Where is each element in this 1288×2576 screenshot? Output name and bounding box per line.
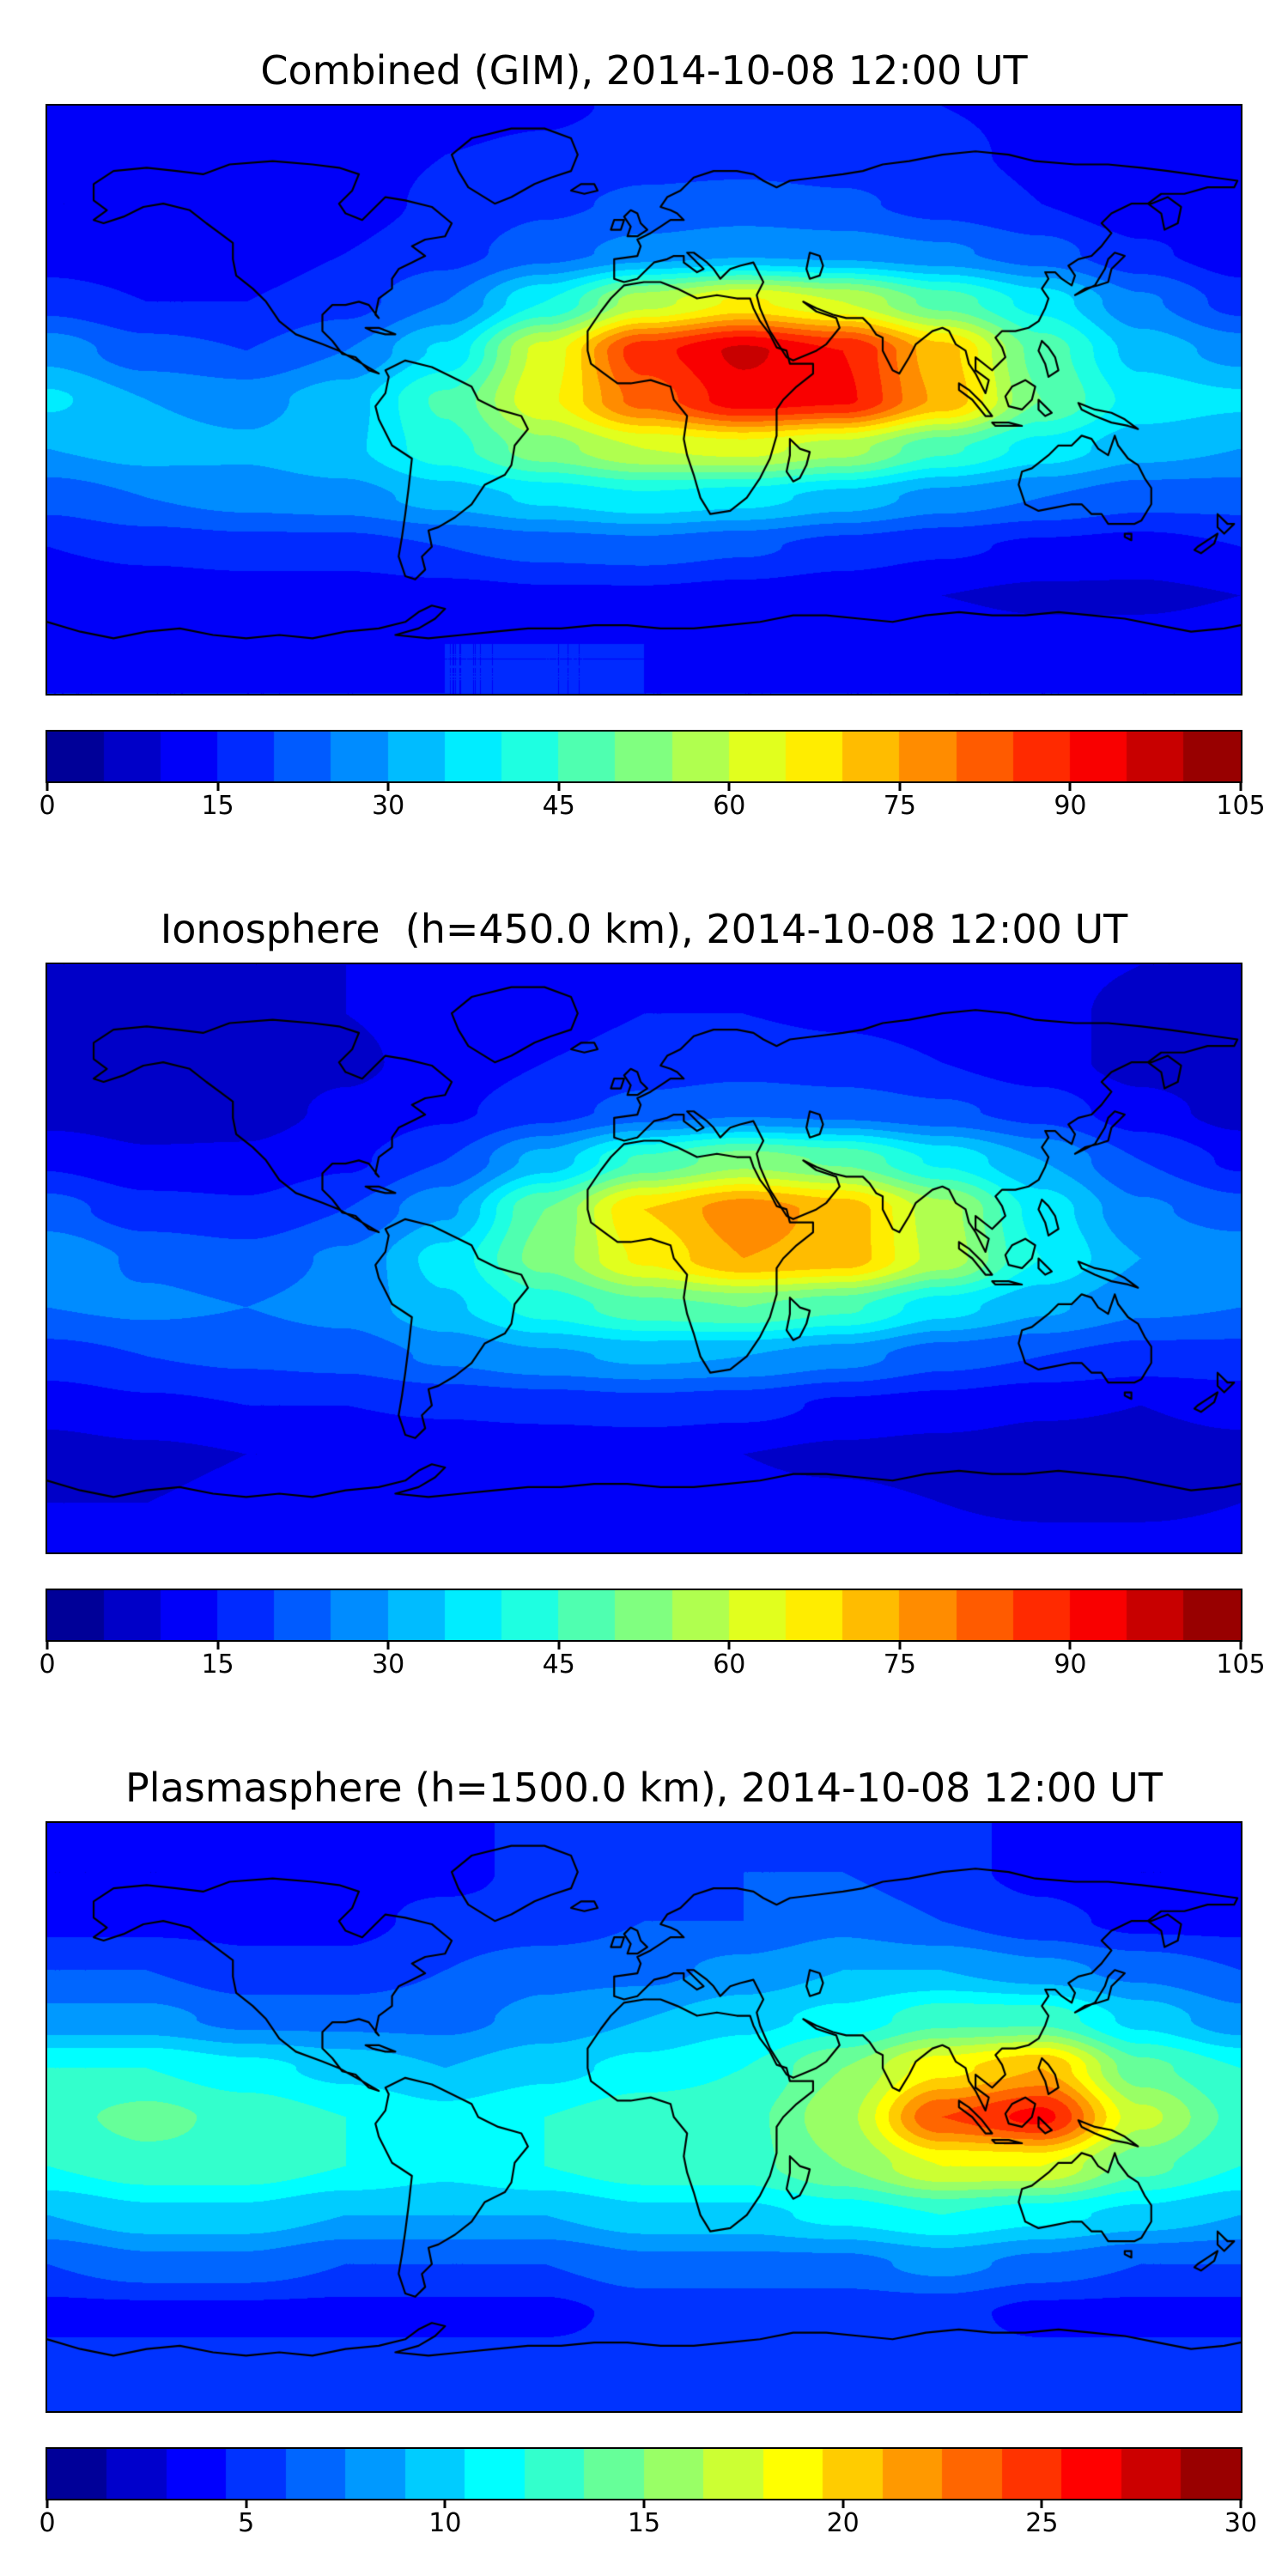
colorbar-ticks-plasmasphere: 0 5 10 15 20 25 30	[39, 2500, 1257, 2545]
colorbar-tick-label: 0	[39, 2508, 56, 2538]
colorbar-tick-mark	[46, 783, 49, 791]
colorbar-tick-mark	[386, 783, 390, 791]
map-plasmasphere	[46, 1821, 1242, 2413]
colorbar-tick-label: 75	[883, 791, 916, 821]
colorbar-tick-mark	[898, 783, 902, 791]
colorbar-tick-mark	[1239, 2500, 1242, 2508]
colorbar-tick-mark	[642, 2500, 646, 2508]
colorbar-tick-mark	[557, 1642, 561, 1649]
colorbar-tick-label: 5	[238, 2508, 255, 2538]
colorbar-tick-label: 30	[372, 791, 405, 821]
colorbar-tick-label: 30	[1224, 2508, 1258, 2538]
panel-combined-gim: Combined (GIM), 2014-10-08 12:00 UT 0 15 3…	[0, 0, 1288, 859]
colorbar-tick-mark	[443, 2500, 447, 2508]
map-canvas-plasmasphere	[47, 1823, 1241, 2411]
panel-title-plasmasphere: Plasmasphere (h=1500.0 km), 2014-10-08 1…	[125, 1765, 1163, 1811]
colorbar-tick-label: 45	[542, 791, 575, 821]
colorbar-tick-label: 15	[627, 2508, 661, 2538]
colorbar-tick-mark	[1068, 1642, 1072, 1649]
colorbar-tick-label: 20	[826, 2508, 860, 2538]
colorbar-tick-mark	[46, 2500, 49, 2508]
map-canvas-combined	[47, 106, 1241, 694]
colorbar-tick-mark	[1239, 1642, 1242, 1649]
colorbar-tick-mark	[727, 1642, 731, 1649]
map-combined	[46, 104, 1242, 696]
colorbar-canvas-ionosphere	[47, 1590, 1241, 1640]
panel-title-combined: Combined (GIM), 2014-10-08 12:00 UT	[260, 47, 1028, 94]
colorbar-tick-mark	[1068, 783, 1072, 791]
colorbar-tick-mark	[46, 1642, 49, 1649]
colorbar-tick-label: 25	[1025, 2508, 1059, 2538]
colorbar-combined	[46, 730, 1242, 783]
colorbar-ticks-combined: 0 15 30 45 60 75 90 105	[39, 783, 1266, 828]
colorbar-tick-label: 15	[201, 791, 234, 821]
panel-title-ionosphere: Ionosphere (h=450.0 km), 2014-10-08 12:0…	[160, 906, 1128, 952]
colorbar-tick-label: 90	[1054, 791, 1087, 821]
colorbar-tick-label: 45	[542, 1649, 575, 1680]
colorbar-tick-mark	[216, 1642, 220, 1649]
colorbar-tick-label: 0	[39, 1649, 56, 1680]
colorbar-tick-mark	[1040, 2500, 1043, 2508]
colorbar-tick-label: 60	[713, 791, 746, 821]
colorbar-canvas-combined	[47, 732, 1241, 781]
colorbar-tick-label: 90	[1054, 1649, 1087, 1680]
colorbar-tick-mark	[386, 1642, 390, 1649]
colorbar-ticks-ionosphere: 0 15 30 45 60 75 90 105	[39, 1642, 1266, 1686]
colorbar-ionosphere	[46, 1589, 1242, 1642]
colorbar-tick-mark	[245, 2500, 248, 2508]
colorbar-tick-label: 10	[428, 2508, 462, 2538]
colorbar-tick-label: 30	[372, 1649, 405, 1680]
colorbar-tick-mark	[841, 2500, 845, 2508]
panel-plasmasphere: Plasmasphere (h=1500.0 km), 2014-10-08 1…	[0, 1717, 1288, 2576]
colorbar-tick-mark	[1239, 783, 1242, 791]
colorbar-tick-label: 75	[883, 1649, 916, 1680]
colorbar-tick-mark	[216, 783, 220, 791]
colorbar-tick-label: 0	[39, 791, 56, 821]
map-ionosphere	[46, 963, 1242, 1554]
colorbar-tick-label: 105	[1216, 791, 1266, 821]
colorbar-tick-mark	[557, 783, 561, 791]
panel-ionosphere: Ionosphere (h=450.0 km), 2014-10-08 12:0…	[0, 859, 1288, 1717]
colorbar-tick-label: 105	[1216, 1649, 1266, 1680]
colorbar-tick-mark	[898, 1642, 902, 1649]
colorbar-canvas-plasmasphere	[47, 2449, 1241, 2499]
colorbar-plasmasphere	[46, 2447, 1242, 2500]
colorbar-tick-mark	[727, 783, 731, 791]
colorbar-tick-label: 60	[713, 1649, 746, 1680]
map-canvas-ionosphere	[47, 964, 1241, 1552]
colorbar-tick-label: 15	[201, 1649, 234, 1680]
